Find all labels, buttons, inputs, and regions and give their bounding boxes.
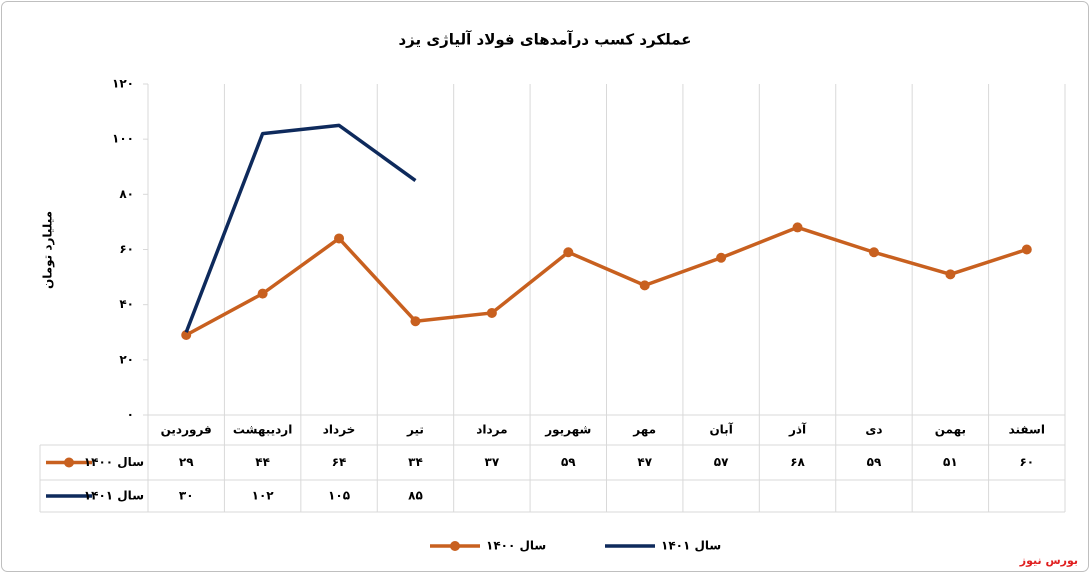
- table-value: ۵۱: [943, 455, 958, 469]
- table-value: ۱۰۵: [328, 489, 350, 503]
- point: [868, 247, 879, 258]
- x-tick-label: اسفند: [1009, 423, 1045, 437]
- table-legend-marker: [64, 457, 74, 468]
- x-tick-label: اردیبهشت: [233, 423, 292, 437]
- x-tick-label: آذر: [788, 422, 807, 437]
- table-series-name: سال ۱۴۰۱: [84, 489, 144, 503]
- point: [334, 233, 345, 244]
- x-tick-label: تیر: [406, 423, 424, 437]
- series-line: [184, 123, 417, 333]
- x-tick-label: فروردین: [161, 423, 212, 438]
- x-tick-label: مهر: [632, 423, 656, 437]
- legend-marker: [450, 541, 460, 551]
- point: [563, 247, 574, 258]
- point: [792, 222, 803, 233]
- table-value: ۳۰: [179, 489, 194, 503]
- table-value: ۵۹: [561, 455, 576, 469]
- point: [181, 330, 192, 341]
- y-tick-label: ۲۰: [119, 352, 134, 366]
- chart-title: عملکرد کسب درآمدهای فولاد آلیاژی یزد: [398, 31, 691, 49]
- point: [486, 307, 497, 318]
- table-value: ۳۷: [485, 455, 500, 469]
- x-tick-label: خرداد: [323, 423, 356, 437]
- y-tick-label: ۴۰: [119, 297, 134, 311]
- table-value: ۵۹: [867, 455, 882, 469]
- table-value: ۴۷: [637, 455, 652, 469]
- table-value: ۶۸: [790, 455, 805, 469]
- point: [945, 269, 956, 280]
- series-line: [185, 225, 1028, 337]
- table-value: ۳۴: [408, 455, 423, 469]
- x-tick-label: بهمن: [935, 423, 966, 437]
- y-tick-label: ۶۰: [119, 242, 134, 256]
- point: [639, 280, 650, 291]
- legend-label: سال ۱۴۰۰: [486, 539, 546, 553]
- y-tick-label: ۸۰: [119, 187, 134, 201]
- table-series-name: سال ۱۴۰۰: [84, 455, 144, 469]
- y-axis-label: میلیارد تومان: [41, 211, 56, 289]
- x-tick-label: آبان: [709, 422, 733, 437]
- x-tick-label: دی: [865, 423, 882, 437]
- x-tick-label: شهریور: [544, 423, 591, 438]
- x-tick-label: مرداد: [476, 423, 507, 437]
- table-value: ۶۴: [332, 455, 347, 469]
- y-tick-label: ۱۰۰: [112, 132, 134, 146]
- table-value: ۵۷: [714, 455, 729, 469]
- source: بورس نیوز: [1019, 554, 1078, 567]
- table-value: ۸۵: [408, 489, 423, 503]
- table-value: ۱۰۲: [252, 489, 275, 503]
- table-value: ۶۰: [1019, 455, 1034, 469]
- point: [257, 288, 268, 299]
- y-tick-label: ۱۲۰: [112, 77, 134, 91]
- table-value: ۲۹: [179, 455, 194, 469]
- point: [410, 316, 421, 327]
- table-value: ۴۴: [255, 455, 270, 469]
- legend-label: سال ۱۴۰۱: [661, 539, 721, 553]
- y-tick-label: ۰: [127, 408, 134, 422]
- point: [1021, 244, 1032, 255]
- point: [716, 252, 727, 263]
